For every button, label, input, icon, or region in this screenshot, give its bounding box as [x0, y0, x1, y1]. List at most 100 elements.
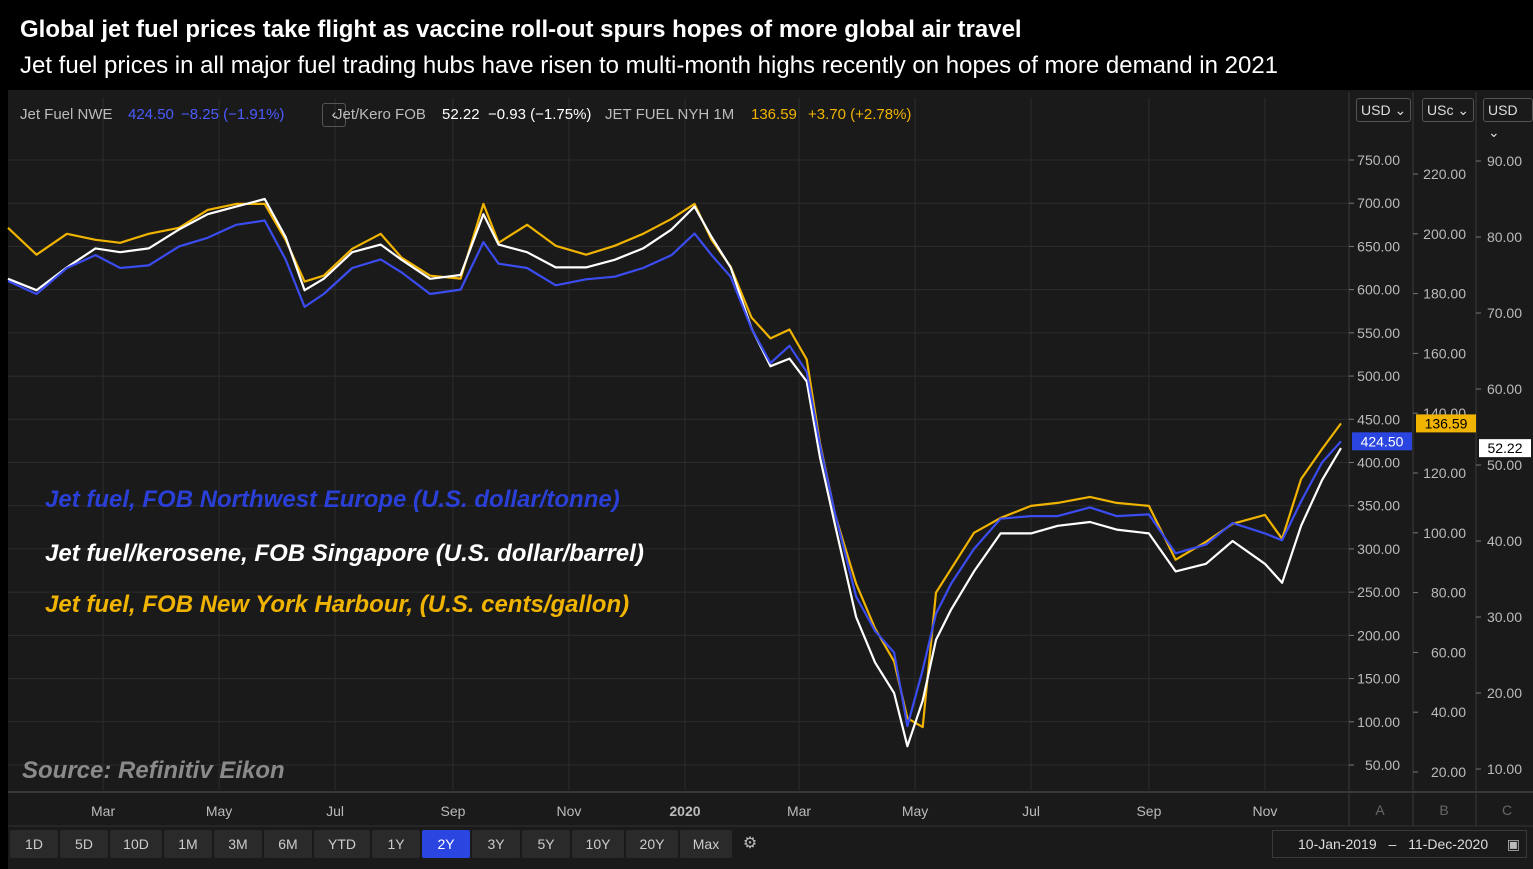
- y-tick-label-c: 10.00: [1487, 761, 1522, 777]
- range-button-10d[interactable]: 10D: [110, 830, 162, 858]
- x-tick-label: May: [902, 803, 928, 819]
- range-button-5d[interactable]: 5D: [60, 830, 108, 858]
- y-tick-label-b: 100.00: [1423, 525, 1466, 541]
- date-to: 11-Dec-2020: [1408, 836, 1489, 852]
- legend-nyh-value: 136.59: [751, 106, 797, 123]
- annotation-nwe: Jet fuel, FOB Northwest Europe (U.S. dol…: [45, 486, 620, 513]
- y-tick-label-a: 650.00: [1357, 238, 1400, 254]
- x-tick-label: Jul: [1022, 803, 1040, 819]
- chart-title: Global jet fuel prices take flight as va…: [20, 16, 1022, 43]
- axis-letter-c: C: [1502, 802, 1512, 818]
- legend-nwe-name: Jet Fuel NWE: [20, 106, 113, 123]
- y-tick-label-a: 300.00: [1357, 541, 1400, 557]
- annotation-sg: Jet fuel/kerosene, FOB Singapore (U.S. d…: [45, 540, 644, 567]
- legend-sg-change: −0.93 (−1.75%): [488, 106, 592, 123]
- y-tick-label-a: 100.00: [1357, 714, 1400, 730]
- x-tick-label: 2020: [669, 803, 700, 819]
- axis-letter-b: B: [1439, 802, 1448, 818]
- y-tick-label-b: 60.00: [1431, 644, 1466, 660]
- x-tick-label: May: [206, 803, 232, 819]
- y-tick-label-a: 600.00: [1357, 282, 1400, 298]
- last-value-tag-b: [1416, 414, 1476, 433]
- y-tick-label-a: 400.00: [1357, 455, 1400, 471]
- x-tick-label: Jul: [326, 803, 344, 819]
- legend-nyh-change: +3.70 (+2.78%): [808, 106, 912, 123]
- calendar-icon: ▣: [1506, 836, 1520, 852]
- y-tick-label-b: 220.00: [1423, 166, 1466, 182]
- last-value-tag-c: [1479, 439, 1531, 458]
- y-tick-label-c: 70.00: [1487, 305, 1522, 321]
- y-tick-label-b: 80.00: [1431, 585, 1466, 601]
- chevron-down-icon: ⌄: [1390, 102, 1407, 118]
- last-value-tag-a: [1352, 432, 1412, 451]
- range-button-10y[interactable]: 10Y: [572, 830, 624, 858]
- y-tick-label-a: 350.00: [1357, 498, 1400, 514]
- range-button-1y[interactable]: 1Y: [372, 830, 420, 858]
- x-tick-label: Sep: [441, 803, 466, 819]
- range-button-ytd[interactable]: YTD: [314, 830, 370, 858]
- axis-c-unit-select[interactable]: USD ⌄: [1483, 98, 1533, 140]
- range-button-3m[interactable]: 3M: [214, 830, 262, 858]
- y-tick-label-b: 120.00: [1423, 465, 1466, 481]
- range-button-max[interactable]: Max: [680, 830, 732, 858]
- range-button-5y[interactable]: 5Y: [522, 830, 570, 858]
- y-tick-label-c: 40.00: [1487, 533, 1522, 549]
- chart-subtitle: Jet fuel prices in all major fuel tradin…: [20, 52, 1279, 79]
- annotation-nyh: Jet fuel, FOB New York Harbour, (U.S. ce…: [45, 591, 630, 618]
- range-button-1m[interactable]: 1M: [164, 830, 212, 858]
- y-tick-label-a: 50.00: [1365, 757, 1400, 773]
- series-line-sg: [7, 197, 1342, 748]
- y-tick-label-a: 550.00: [1357, 325, 1400, 341]
- date-range-picker[interactable]: 10-Jan-2019 – 11-Dec-2020 ▣: [1272, 830, 1527, 858]
- y-tick-label-b: 180.00: [1423, 286, 1466, 302]
- range-button-2y[interactable]: 2Y: [422, 830, 470, 858]
- axis-b-unit: USc: [1427, 102, 1454, 118]
- range-button-1d[interactable]: 1D: [10, 830, 58, 858]
- x-tick-label: Nov: [1252, 803, 1277, 819]
- chevron-down-icon: ⌄: [1488, 124, 1500, 140]
- series-line-nyh: [7, 202, 1342, 729]
- y-tick-label-a: 150.00: [1357, 671, 1400, 687]
- y-tick-label-b: 160.00: [1423, 345, 1466, 361]
- y-tick-label-c: 90.00: [1487, 153, 1522, 169]
- y-tick-label-a: 750.00: [1357, 152, 1400, 168]
- x-tick-label: Nov: [557, 803, 582, 819]
- x-tick-label: Sep: [1136, 803, 1161, 819]
- legend-nwe-value: 424.50: [128, 106, 174, 123]
- last-value-label-b: 136.59: [1425, 415, 1468, 431]
- axis-a-unit-select[interactable]: USD ⌄: [1356, 98, 1412, 122]
- x-tick-label: Mar: [787, 803, 811, 819]
- range-button-20y[interactable]: 20Y: [626, 830, 678, 858]
- axis-b-unit-select[interactable]: USc ⌄: [1422, 98, 1475, 122]
- y-tick-label-c: 30.00: [1487, 609, 1522, 625]
- y-tick-label-c: 80.00: [1487, 229, 1522, 245]
- x-tick-label: Mar: [91, 803, 115, 819]
- legend-sg-value: 52.22: [442, 106, 480, 123]
- legend-scroll-button[interactable]: ‹: [322, 103, 346, 127]
- last-value-label-c: 52.22: [1487, 440, 1522, 456]
- axis-letter-a: A: [1375, 802, 1385, 818]
- y-tick-label-a: 700.00: [1357, 195, 1400, 211]
- y-tick-label-b: 40.00: [1431, 704, 1466, 720]
- y-tick-label-c: 20.00: [1487, 685, 1522, 701]
- y-tick-label-c: 60.00: [1487, 381, 1522, 397]
- chevron-down-icon: ⌄: [1453, 102, 1470, 118]
- y-tick-label-a: 450.00: [1357, 411, 1400, 427]
- legend-nwe-change: −8.25 (−1.91%): [181, 106, 285, 123]
- y-tick-label-b: 200.00: [1423, 226, 1466, 242]
- legend-nyh-name: JET FUEL NYH 1M: [605, 106, 735, 123]
- legend-sg-name: Jet/Kero FOB: [335, 106, 426, 123]
- y-tick-label-b: 20.00: [1431, 764, 1466, 780]
- y-tick-label-a: 200.00: [1357, 627, 1400, 643]
- source-note: Source: Refinitiv Eikon: [22, 757, 285, 784]
- gear-icon[interactable]: ⚙: [742, 835, 758, 852]
- range-button-3y[interactable]: 3Y: [472, 830, 520, 858]
- y-tick-label-a: 500.00: [1357, 368, 1400, 384]
- axis-c-unit: USD: [1488, 102, 1518, 118]
- y-tick-label-c: 50.00: [1487, 457, 1522, 473]
- range-button-6m[interactable]: 6M: [264, 830, 312, 858]
- last-value-label-a: 424.50: [1361, 433, 1404, 449]
- series-line-nwe: [7, 219, 1342, 728]
